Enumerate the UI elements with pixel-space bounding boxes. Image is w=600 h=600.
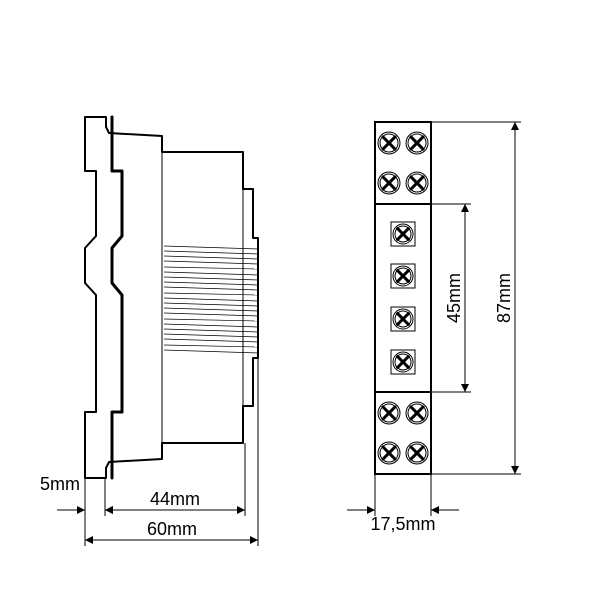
dim-label: 87mm [494,273,514,323]
front-view [375,122,431,474]
side-view [85,117,258,478]
dim-label: 44mm [150,489,200,509]
dimensional-drawing-svg: 5mm 44mm 60mm 17,5mm 45mm 87mm [0,0,600,600]
drawing-root: 5mm 44mm 60mm 17,5mm 45mm 87mm [0,0,600,600]
dim-label: 5mm [40,474,80,494]
dim-label: 45mm [444,273,464,323]
dim-label: 17,5mm [370,514,435,534]
dimensions: 5mm 44mm 60mm 17,5mm 45mm 87mm [40,122,521,546]
dim-label: 60mm [147,519,197,539]
